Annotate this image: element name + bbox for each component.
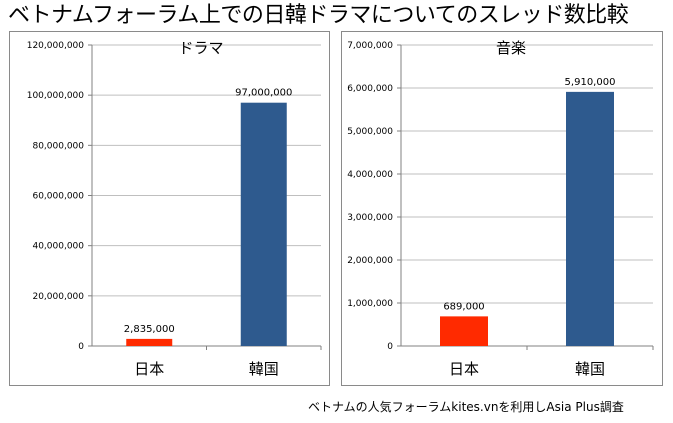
y-tick-label: 40,000,000 xyxy=(32,242,84,252)
bar xyxy=(240,102,287,346)
y-tick-label: 6,000,000 xyxy=(347,84,393,94)
x-tick-label: 日本 xyxy=(134,360,164,378)
y-tick-label: 7,000,000 xyxy=(347,41,393,51)
y-tick-label: 0 xyxy=(78,342,84,352)
x-tick-label: 韓国 xyxy=(575,360,605,378)
panel-title: ドラマ xyxy=(178,39,223,57)
data-label: 97,000,000 xyxy=(235,88,292,99)
data-label: 5,910,000 xyxy=(565,77,616,88)
music-chart: 0 1,000,000 2,000,000 3,000,000 4,000,000 5,0… xyxy=(347,39,654,378)
data-label: 2,835,000 xyxy=(124,324,175,335)
y-tick-label: 100,000,000 xyxy=(27,91,85,101)
y-tick-label: 120,000,000 xyxy=(27,41,85,51)
panel-title: 音楽 xyxy=(496,39,526,57)
drama-chart: 0 20,000,000 40,000,000 60,000,000 80,000,00… xyxy=(27,39,322,378)
x-tick-label: 日本 xyxy=(449,360,479,378)
y-tick-label: 2,000,000 xyxy=(347,256,393,266)
y-tick-label: 60,000,000 xyxy=(32,192,84,202)
chart-title: ベトナムフォーラム上での日韓ドラマについてのスレッド数比較 xyxy=(8,3,629,28)
source-note: ベトナムの人気フォーラムkites.vnを利用しAsia Plus調査 xyxy=(308,400,624,414)
bar xyxy=(126,338,173,346)
y-tick-label: 0 xyxy=(387,342,393,352)
bar xyxy=(566,91,614,346)
y-tick-label: 80,000,000 xyxy=(32,141,84,151)
y-tick-label: 1,000,000 xyxy=(347,299,393,309)
y-tick-label: 3,000,000 xyxy=(347,213,393,223)
bar xyxy=(440,316,488,346)
drama-chart-panel: 0 20,000,000 40,000,000 60,000,000 80,000,00… xyxy=(9,31,330,386)
y-tick-label: 4,000,000 xyxy=(347,170,393,180)
x-tick-label: 韓国 xyxy=(249,360,279,378)
music-chart-panel: 0 1,000,000 2,000,000 3,000,000 4,000,000 5,0… xyxy=(341,31,663,386)
y-tick-label: 5,000,000 xyxy=(347,127,393,137)
y-tick-label: 20,000,000 xyxy=(32,292,84,302)
data-label: 689,000 xyxy=(443,301,484,312)
